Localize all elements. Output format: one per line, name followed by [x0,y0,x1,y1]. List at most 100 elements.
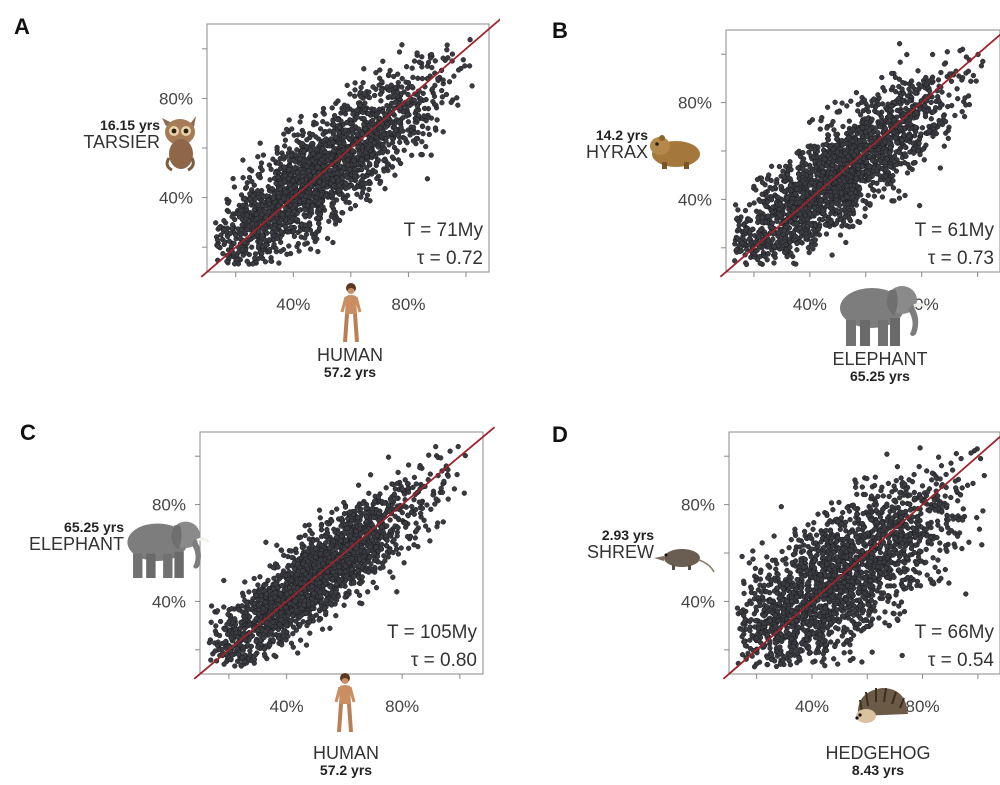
data-point [208,619,214,625]
data-point [291,228,297,234]
data-point [282,172,288,179]
data-point [466,63,473,69]
human-icon [340,283,362,343]
data-point [392,84,399,91]
data-point [251,182,257,188]
data-point [226,238,232,244]
data-point [844,194,850,200]
data-point [299,177,306,184]
data-point [326,218,332,224]
data-point [371,139,378,146]
data-point [387,517,393,523]
data-point [890,84,896,90]
data-point [333,134,339,141]
data-point [321,181,327,187]
data-point [340,210,346,216]
data-point [363,180,369,187]
data-point [239,247,246,253]
data-point [227,230,233,237]
data-point [926,88,933,94]
data-point [903,153,909,159]
data-point [809,117,816,123]
data-point [426,131,432,138]
data-point [792,216,798,222]
data-point [808,222,815,229]
data-point [857,138,863,145]
data-point [249,244,255,250]
data-point [818,177,824,183]
data-point [312,112,318,119]
data-point [336,182,342,188]
data-point [844,183,850,189]
data-point [875,130,881,136]
data-point [344,175,351,181]
data-point [419,139,425,145]
data-point [887,163,893,170]
data-point [865,192,871,199]
data-point [783,241,789,248]
data-point [909,166,915,173]
data-point [846,216,853,222]
data-point [304,163,310,169]
data-point [462,63,468,69]
data-point [405,100,411,106]
data-point [418,151,424,158]
data-point [869,116,875,122]
species-lifespan: 65.25 yrs [850,367,910,384]
data-point [812,241,818,248]
data-point [952,112,958,119]
data-point [276,219,282,226]
data-point [383,124,389,130]
data-point [414,103,421,109]
data-point [820,169,826,175]
data-point [354,191,360,197]
data-point [358,166,365,172]
data-point [244,258,250,264]
data-point [262,259,269,265]
data-point [395,132,401,138]
data-point [753,187,759,193]
data-point [282,137,289,143]
data-point [875,188,882,194]
data-point [208,657,214,663]
data-point [279,212,286,218]
data-point [343,185,349,192]
data-point [419,75,426,82]
data-point [930,109,936,115]
data-point [875,110,881,116]
data-point [904,51,910,58]
data-point [891,117,897,123]
data-point [966,101,973,108]
x-tick-label: 80% [391,295,425,314]
data-point [367,161,373,167]
data-point [384,163,391,169]
data-point [879,74,885,81]
data-point [283,224,289,230]
data-point [440,77,446,83]
data-point [388,82,394,88]
data-point [897,125,903,132]
data-point [329,509,335,516]
data-point [795,165,801,171]
data-point [800,150,806,156]
data-point [834,135,840,142]
data-point [815,171,821,177]
data-point [411,130,417,136]
data-point [732,241,738,247]
data-point [765,198,771,205]
data-point [940,113,947,119]
data-point [351,185,358,192]
data-point [942,118,949,125]
data-point [928,116,934,122]
data-point [742,207,749,214]
data-point [246,174,253,181]
data-point [794,150,800,156]
data-point [265,184,271,190]
data-point [329,203,335,209]
data-point [266,220,272,226]
hyrax-icon [650,135,700,169]
y-species-label: 16.15 yrs TARSIER [83,118,160,152]
data-point [310,150,316,157]
data-point [858,130,864,136]
data-point [788,250,794,256]
